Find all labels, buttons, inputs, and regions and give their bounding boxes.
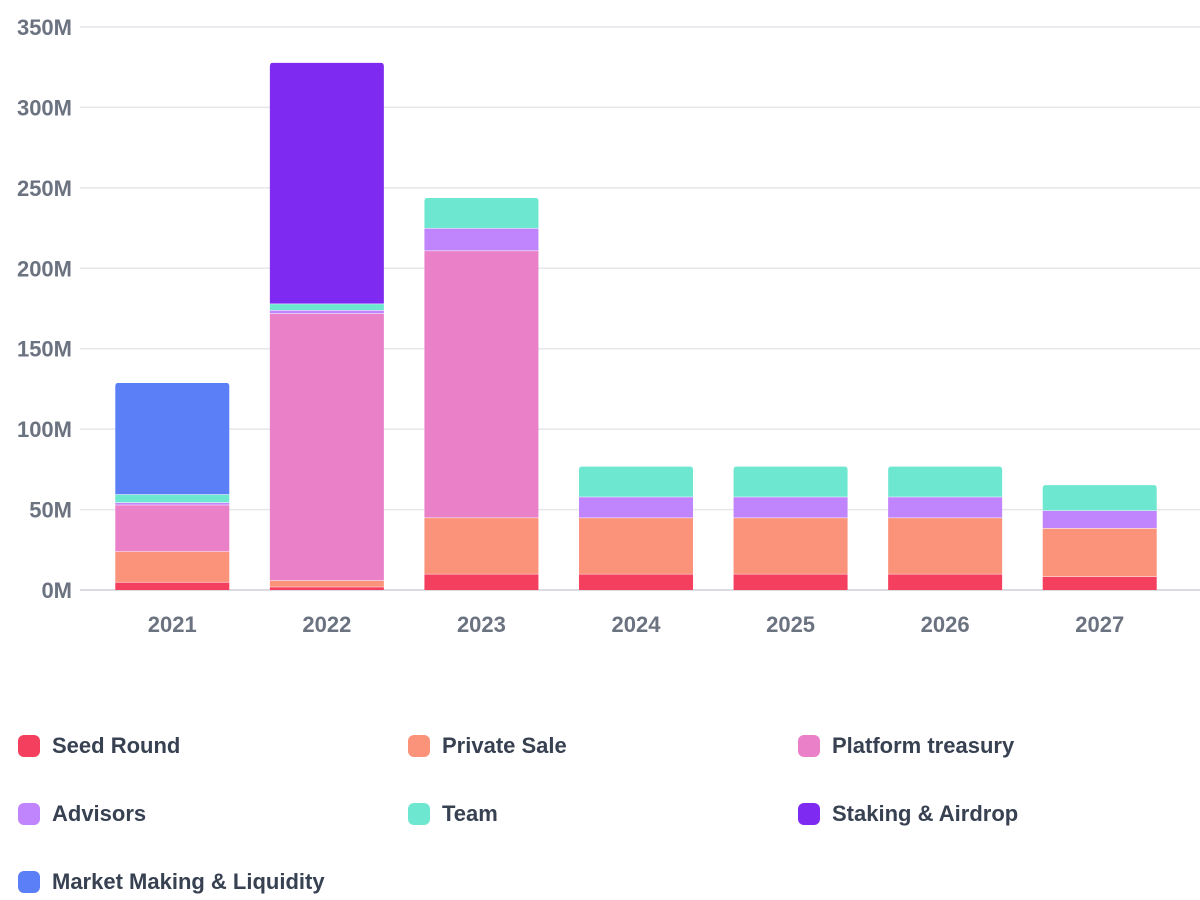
x-tick-label: 2023 xyxy=(457,612,506,637)
legend-item-staking-airdrop[interactable]: Staking & Airdrop xyxy=(798,786,1018,842)
legend-swatch xyxy=(18,871,40,893)
legend-item-team[interactable]: Team xyxy=(408,786,498,842)
bar-segment-2024-advisors[interactable] xyxy=(579,496,693,518)
bar-segment-2027-advisors[interactable] xyxy=(1042,510,1157,529)
y-tick-label: 50M xyxy=(29,498,72,523)
legend-label: Private Sale xyxy=(442,733,567,758)
y-tick-label: 300M xyxy=(17,95,72,120)
bar-segment-2022-team[interactable] xyxy=(269,303,384,311)
y-tick-label: 100M xyxy=(17,417,72,442)
bar-segment-2022-staking-airdrop[interactable] xyxy=(269,62,384,304)
legend-item-private-sale[interactable]: Private Sale xyxy=(408,718,567,774)
bar-segment-2022-platform-treasury[interactable] xyxy=(269,313,384,581)
bar-segment-2021-advisors[interactable] xyxy=(115,502,230,505)
x-tick-label: 2026 xyxy=(921,612,970,637)
y-tick-label: 250M xyxy=(17,176,72,201)
y-tick-label: 350M xyxy=(17,15,72,40)
bar-segment-2021-platform-treasury[interactable] xyxy=(115,504,230,552)
legend-swatch xyxy=(408,803,430,825)
bar-segment-2023-team[interactable] xyxy=(424,197,539,229)
bar-segment-2027-private-sale[interactable] xyxy=(1042,528,1157,577)
y-axis-ticks: 0M 50M 100M 150M 200M 250M 300M 350M xyxy=(17,15,72,603)
bar-segment-2026-advisors[interactable] xyxy=(888,496,1003,518)
x-tick-label: 2021 xyxy=(148,612,197,637)
x-axis-ticks: 2021 2022 2023 2024 2025 2026 2027 xyxy=(148,612,1124,637)
bar-segment-2025-advisors[interactable] xyxy=(733,496,848,518)
bar-segment-2023-advisors[interactable] xyxy=(424,228,539,251)
bar-segment-2022-advisors[interactable] xyxy=(269,310,384,314)
bar-segment-2024-team[interactable] xyxy=(579,466,693,497)
legend-label: Advisors xyxy=(52,801,147,826)
legend-label: Seed Round xyxy=(52,733,181,758)
bar-segment-2027-seed-round[interactable] xyxy=(1042,576,1157,590)
bar-segment-2021-private-sale[interactable] xyxy=(115,551,230,582)
legend-label: Team xyxy=(442,801,498,826)
bar-segment-2027-team[interactable] xyxy=(1042,484,1157,511)
legend-swatch xyxy=(798,803,820,825)
x-tick-label: 2027 xyxy=(1075,612,1124,637)
y-tick-label: 150M xyxy=(17,337,72,362)
bar-segment-2025-private-sale[interactable] xyxy=(733,517,848,574)
bar-segment-2025-team[interactable] xyxy=(733,466,848,497)
legend-label: Market Making & Liquidity xyxy=(52,869,325,894)
x-tick-label: 2025 xyxy=(766,612,815,637)
bar-segment-2025-seed-round[interactable] xyxy=(733,573,848,590)
bar-segment-2023-platform-treasury[interactable] xyxy=(424,250,539,518)
legend-swatch xyxy=(798,735,820,757)
bar-segment-2026-team[interactable] xyxy=(888,466,1003,497)
bar-segment-2024-seed-round[interactable] xyxy=(579,573,693,590)
bars xyxy=(115,61,1157,590)
y-tick-label: 0M xyxy=(41,578,72,603)
legend-item-market-making-liquidity[interactable]: Market Making & Liquidity xyxy=(18,854,325,900)
legend-swatch xyxy=(18,803,40,825)
legend-label: Staking & Airdrop xyxy=(832,801,1019,826)
y-tick-label: 200M xyxy=(17,256,72,281)
bar-segment-2026-seed-round[interactable] xyxy=(888,573,1003,590)
legend-item-seed-round[interactable]: Seed Round xyxy=(18,718,180,774)
bar-segment-2021-seed-round[interactable] xyxy=(115,581,230,590)
bar-segment-2022-private-sale[interactable] xyxy=(269,580,384,587)
legend-item-platform-treasury[interactable]: Platform treasury xyxy=(798,718,1014,774)
x-tick-label: 2022 xyxy=(302,612,351,637)
legend-swatch xyxy=(408,735,430,757)
bar-segment-2023-private-sale[interactable] xyxy=(424,517,539,574)
bar-segment-2021-team[interactable] xyxy=(115,494,230,503)
bar-segment-2023-seed-round[interactable] xyxy=(424,573,539,590)
x-tick-label: 2024 xyxy=(612,612,662,637)
legend-swatch xyxy=(18,735,40,757)
legend-label: Platform treasury xyxy=(832,733,1015,758)
bar-segment-2022-seed-round[interactable] xyxy=(269,586,384,590)
bar-segment-2021-market-making-liquidity[interactable] xyxy=(115,382,230,495)
legend-item-advisors[interactable]: Advisors xyxy=(18,786,146,842)
bar-segment-2024-private-sale[interactable] xyxy=(579,517,693,574)
bar-segment-2026-private-sale[interactable] xyxy=(888,517,1003,574)
